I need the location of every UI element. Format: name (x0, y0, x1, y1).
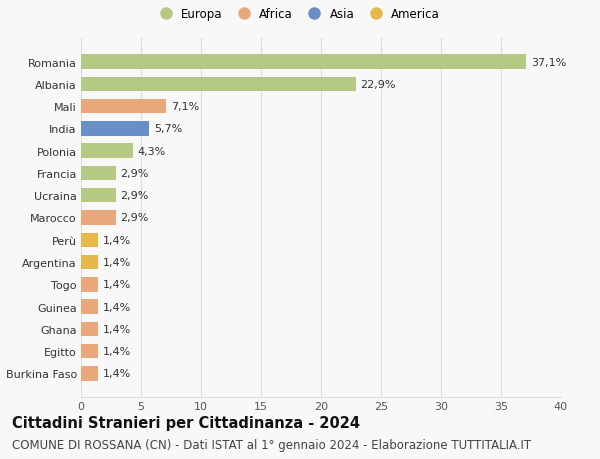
Text: 22,9%: 22,9% (361, 80, 396, 90)
Legend: Europa, Africa, Asia, America: Europa, Africa, Asia, America (149, 4, 445, 26)
Text: 1,4%: 1,4% (103, 302, 131, 312)
Bar (81, 189, 116, 203)
Text: 1,4%: 1,4% (103, 347, 131, 356)
Text: COMUNE DI ROSSANA (CN) - Dati ISTAT al 1° gennaio 2024 - Elaborazione TUTTITALIA: COMUNE DI ROSSANA (CN) - Dati ISTAT al 1… (12, 438, 531, 451)
Text: 1,4%: 1,4% (103, 235, 131, 245)
Bar (81, 277, 98, 292)
Text: 4,3%: 4,3% (137, 146, 166, 157)
Bar (81, 344, 98, 358)
Bar (81, 122, 149, 136)
Bar (81, 100, 166, 114)
Bar (81, 322, 98, 336)
Text: 2,9%: 2,9% (121, 191, 149, 201)
Bar (81, 166, 116, 181)
Bar (81, 211, 116, 225)
Text: 2,9%: 2,9% (121, 168, 149, 179)
Bar (81, 233, 98, 247)
Text: 1,4%: 1,4% (103, 280, 131, 290)
Bar (81, 255, 98, 270)
Text: 2,9%: 2,9% (121, 213, 149, 223)
Bar (81, 366, 98, 381)
Bar (81, 300, 98, 314)
Bar (81, 144, 133, 159)
Text: 37,1%: 37,1% (531, 57, 566, 67)
Bar (81, 55, 526, 70)
Text: 1,4%: 1,4% (103, 369, 131, 379)
Text: Cittadini Stranieri per Cittadinanza - 2024: Cittadini Stranieri per Cittadinanza - 2… (12, 415, 360, 431)
Text: 7,1%: 7,1% (171, 102, 199, 112)
Text: 1,4%: 1,4% (103, 324, 131, 334)
Text: 5,7%: 5,7% (154, 124, 182, 134)
Bar (81, 78, 356, 92)
Text: 1,4%: 1,4% (103, 257, 131, 268)
